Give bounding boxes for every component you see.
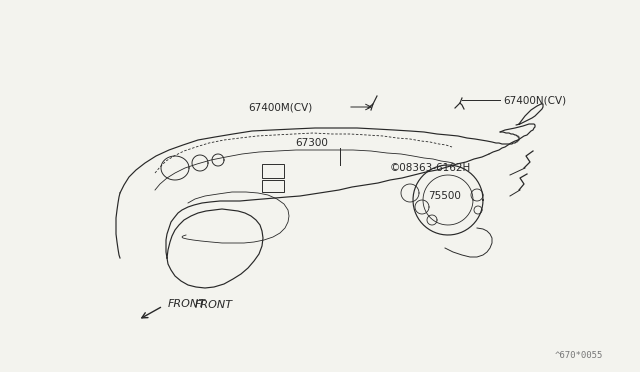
Bar [262, 180, 284, 192]
Text: 75500: 75500 [428, 191, 461, 201]
Text: 67400N(CV): 67400N(CV) [503, 95, 566, 105]
Text: ^670*0055: ^670*0055 [555, 351, 604, 360]
Text: 67400M(CV): 67400M(CV) [248, 102, 312, 112]
Text: FRONT: FRONT [168, 299, 206, 309]
Text: 67300: 67300 [295, 138, 328, 148]
Text: FRONT: FRONT [195, 300, 233, 310]
Text: ©08363-6162H: ©08363-6162H [390, 163, 471, 173]
Bar [262, 164, 284, 178]
